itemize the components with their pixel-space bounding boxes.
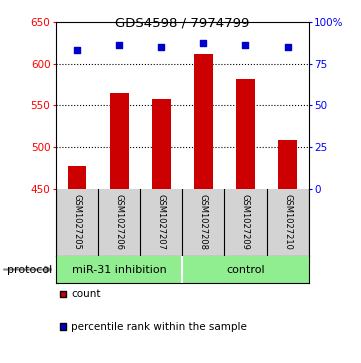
Text: GSM1027209: GSM1027209 [241,195,250,250]
Bar [110,93,129,189]
Point [158,44,164,50]
Point [74,47,80,53]
Text: miR-31 inhibition: miR-31 inhibition [72,265,166,274]
Text: count: count [71,289,101,299]
Bar [236,79,255,189]
Point [285,44,291,50]
Point [243,42,248,48]
Bar [182,256,309,283]
Text: GDS4598 / 7974799: GDS4598 / 7974799 [115,16,249,29]
Text: GSM1027210: GSM1027210 [283,195,292,250]
Bar [56,256,182,283]
Text: protocol: protocol [7,265,52,274]
Text: percentile rank within the sample: percentile rank within the sample [71,322,247,332]
Bar [278,139,297,189]
Text: GSM1027208: GSM1027208 [199,194,208,250]
Bar [194,53,213,189]
Point [116,42,122,48]
Point [200,41,206,46]
Text: control: control [226,265,265,274]
Text: GSM1027207: GSM1027207 [157,194,166,250]
Text: GSM1027206: GSM1027206 [115,194,123,250]
Bar [68,166,87,189]
Text: GSM1027205: GSM1027205 [73,195,82,250]
Bar [152,99,171,189]
